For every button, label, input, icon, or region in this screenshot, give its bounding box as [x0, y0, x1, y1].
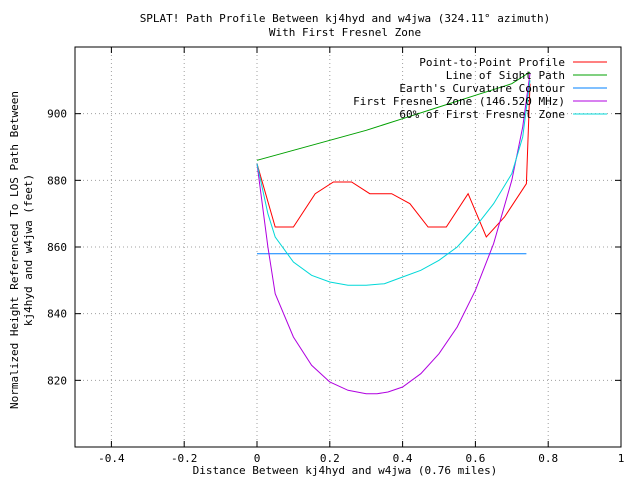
x-tick-label: 0.6 [465, 452, 485, 465]
legend-label: Earth's Curvature Contour [399, 82, 565, 95]
y-tick-label: 860 [47, 241, 67, 254]
series-line-point-to-point-profile [256, 83, 531, 238]
y-tick-label: 840 [47, 308, 67, 321]
legend-label: Line of Sight Path [446, 69, 565, 82]
plot-frame [74, 46, 622, 448]
x-axis-label: Distance Between kj4hyd and w4jwa (0.76 … [193, 464, 498, 477]
legend-label: 60% of First Fresnel Zone [399, 108, 565, 121]
y-axis-label-line1: Normalized Height Referenced To LOS Path… [8, 91, 21, 409]
legend-label: First Fresnel Zone (146.520 MHz) [353, 95, 565, 108]
x-tick-label: 0 [254, 452, 261, 465]
x-tick-label: -0.4 [98, 452, 125, 465]
y-tick-label: 880 [47, 174, 67, 187]
y-tick-label: 900 [47, 108, 67, 121]
series-line-60-of-first-fresnel-zone [256, 80, 531, 286]
chart-title-line1: SPLAT! Path Profile Between kj4hyd and w… [140, 12, 551, 25]
axis-ticks: -0.4 -0.2 0 0.2 0.4 0.6 0.8 1 820 840 860 880 900 [47, 47, 624, 465]
chart-title-line2: With First Fresnel Zone [269, 26, 421, 39]
legend-label: Point-to-Point Profile [419, 56, 565, 69]
series-group [256, 71, 531, 395]
x-tick-label: 0.8 [538, 452, 558, 465]
x-tick-label: 0.2 [320, 452, 340, 465]
series-line-first-fresnel-zone-146-520-mhz [256, 73, 531, 395]
x-tick-label: 0.4 [393, 452, 413, 465]
x-tick-label: -0.2 [171, 452, 198, 465]
y-axis-label-line2: kj4hyd and w4jwa (feet) [22, 174, 35, 326]
series-line-line-of-sight-path [256, 71, 531, 161]
x-tick-label: 1 [618, 452, 625, 465]
y-tick-label: 820 [47, 374, 67, 387]
